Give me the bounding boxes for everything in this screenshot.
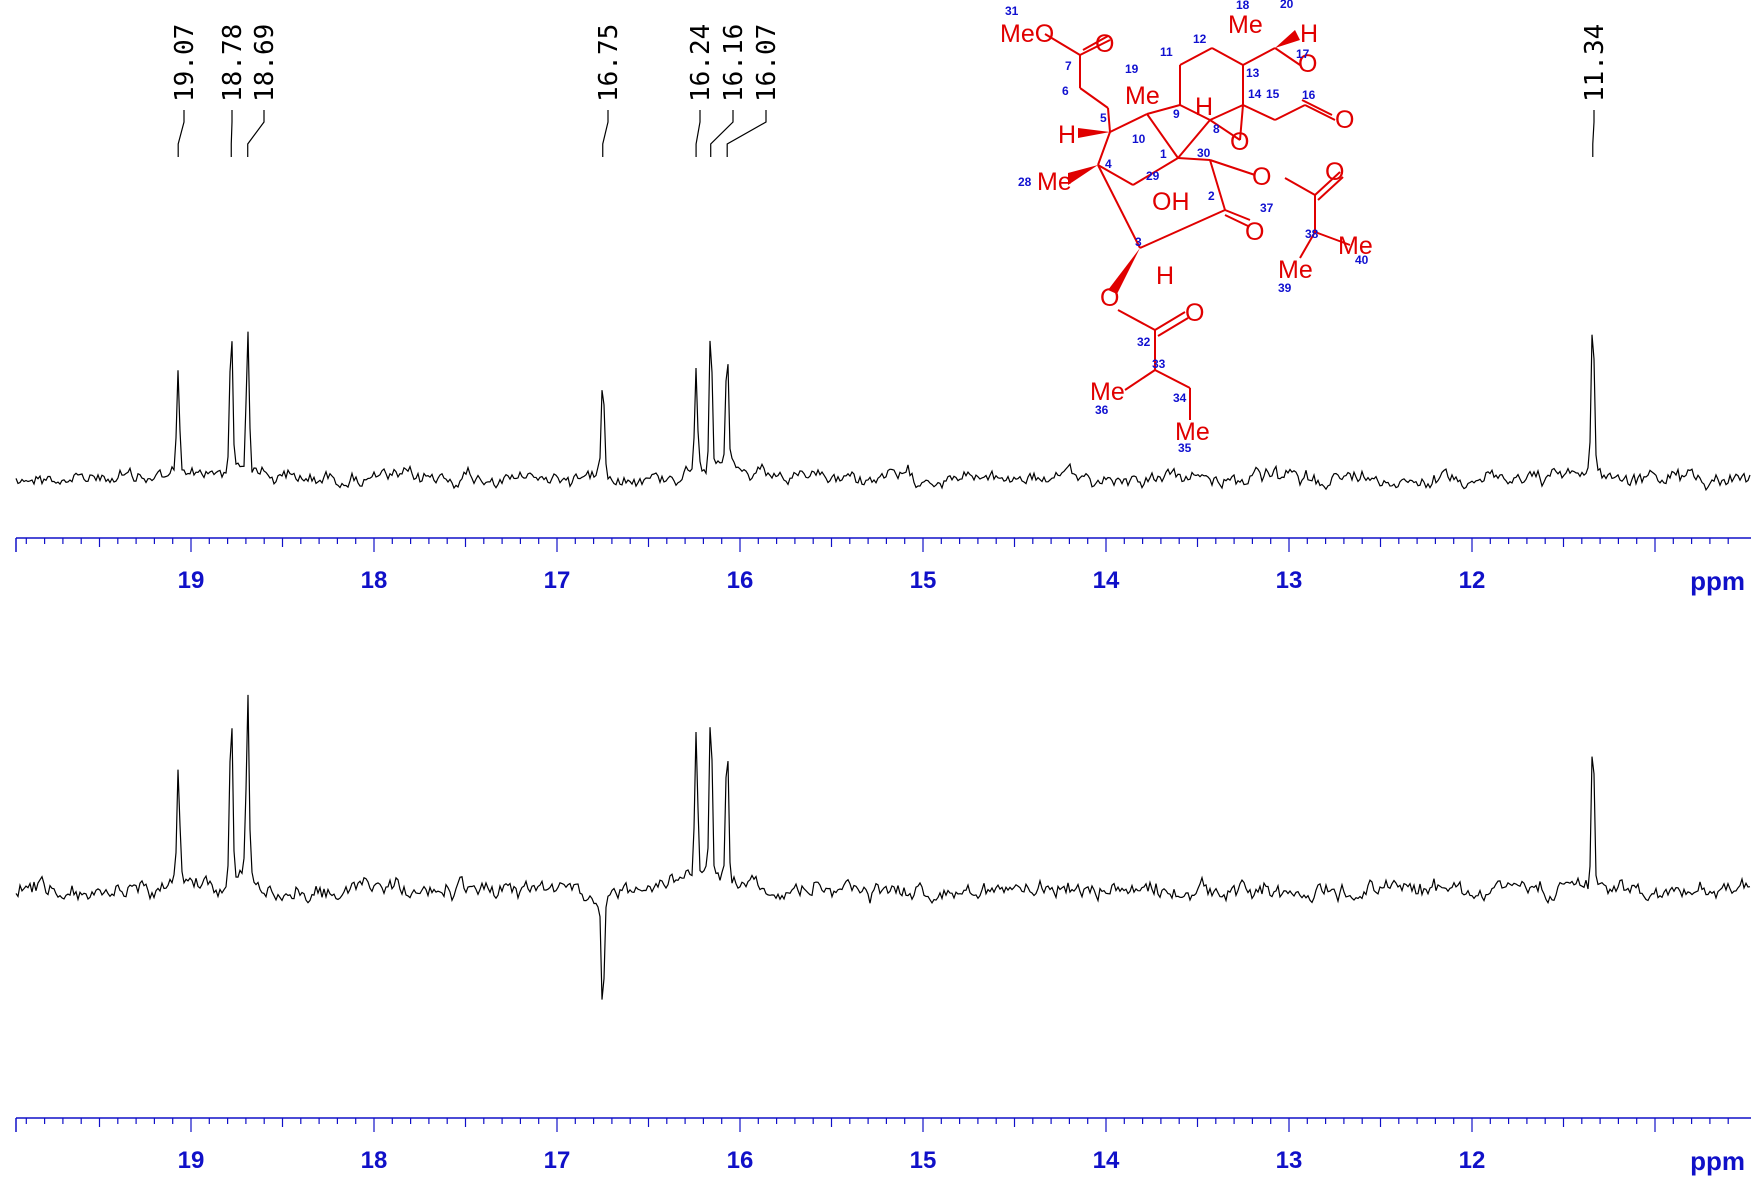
structure-atom: Me [1338, 232, 1373, 260]
tick-label: 19 [178, 1147, 205, 1174]
atom-number: 30 [1197, 146, 1211, 160]
tick-label: 15 [910, 567, 937, 594]
tick-label: 13 [1276, 1147, 1303, 1174]
upper-spectrum-trace [15, 331, 1751, 492]
peak-leader-line [230, 110, 233, 157]
structure-atom: Me [1175, 418, 1210, 446]
structure-atom: O [1252, 163, 1271, 191]
atom-number: 40 [1355, 253, 1369, 267]
atom-number: 10 [1132, 132, 1146, 146]
atom-number: 29 [1146, 169, 1160, 183]
tick-label: 16 [727, 567, 754, 594]
atom-number: 39 [1278, 281, 1292, 295]
atom-number: 16 [1302, 88, 1316, 102]
peak-label: 16.24 [686, 24, 716, 102]
axis-unit-label: ppm [1690, 566, 1745, 596]
tick-label: 13 [1276, 567, 1303, 594]
peak-leader-line [710, 110, 734, 157]
peak-label: 18.78 [218, 24, 248, 102]
atom-number: 37 [1260, 201, 1274, 215]
structure-atom: Me [1090, 378, 1125, 406]
structure-atom: Me [1037, 168, 1072, 196]
structure-atom: H [1195, 93, 1213, 121]
structure-atom: O [1230, 128, 1249, 156]
atom-number: 34 [1173, 391, 1187, 405]
tick-label: 14 [1093, 1147, 1120, 1174]
atom-number: 19 [1125, 62, 1139, 76]
upper-ppm-axis: 19 18 17 16 15 14 13 12 ppm [15, 537, 1751, 596]
atom-number: 12 [1193, 32, 1207, 46]
tick-label: 12 [1459, 567, 1486, 594]
structure-atom: O [1335, 106, 1354, 134]
peak-label: 11.34 [1580, 24, 1610, 102]
structure-atom: O [1325, 158, 1344, 186]
structure-atom: Me [1278, 256, 1313, 284]
peak-label: 16.16 [719, 24, 749, 102]
atom-number: 15 [1266, 87, 1280, 101]
structure-atom: O [1100, 284, 1119, 312]
peak-label: 16.75 [594, 24, 624, 102]
structure-atom: O [1298, 50, 1317, 78]
atom-number: 4 [1105, 157, 1112, 171]
tick-label: 14 [1093, 567, 1120, 594]
atom-number: 38 [1305, 227, 1319, 241]
peak-leader-line [177, 110, 185, 157]
atom-number: 20 [1280, 0, 1294, 11]
atom-number: 35 [1178, 441, 1192, 455]
peak-leader-line [247, 110, 265, 157]
tick-label: 19 [178, 567, 205, 594]
atom-number: 33 [1152, 357, 1166, 371]
tick-label: 17 [544, 1147, 571, 1174]
atom-number: 2 [1208, 189, 1215, 203]
peak-leader-line [1592, 110, 1595, 157]
tick-label: 18 [361, 1147, 388, 1174]
atom-number: 3 [1135, 235, 1142, 249]
structure-atom: Me [1228, 11, 1263, 39]
atom-number: 9 [1173, 107, 1180, 121]
tick-label: 15 [910, 1147, 937, 1174]
axis-unit-label: ppm [1690, 1146, 1745, 1176]
atom-number: 11 [1160, 45, 1173, 59]
atom-number: 31 [1005, 4, 1019, 18]
peak-leader-line [726, 110, 767, 157]
structure-atom: H [1156, 262, 1174, 290]
atom-number: 18 [1236, 0, 1250, 12]
peak-leader-line [695, 110, 701, 157]
tick-label: 17 [544, 567, 571, 594]
tick-label: 12 [1459, 1147, 1486, 1174]
lower-ppm-axis: 19 18 17 16 15 14 13 12 ppm [15, 1117, 1751, 1176]
atom-number: 8 [1213, 122, 1220, 136]
peak-label: 19.07 [170, 24, 200, 102]
lower-spectrum-trace [15, 694, 1751, 1000]
atom-number: 32 [1137, 335, 1151, 349]
peak-label: 16.07 [752, 24, 782, 102]
atom-number: 13 [1246, 66, 1260, 80]
atom-number: 5 [1100, 111, 1107, 125]
atom-number: 28 [1018, 175, 1032, 189]
structure-atom: MeO [1000, 20, 1054, 48]
structure-atom: Me [1125, 82, 1160, 110]
atom-number: 6 [1062, 84, 1069, 98]
structure-atom: O [1095, 30, 1114, 58]
tick-label: 18 [361, 567, 388, 594]
structure-atom: O [1185, 299, 1204, 327]
structure-atom: H [1058, 121, 1076, 149]
atom-number: 1 [1160, 147, 1167, 161]
chemical-structure [1044, 30, 1351, 420]
atom-number: 17 [1296, 47, 1310, 61]
peak-label: 18.69 [250, 24, 280, 102]
structure-atom: O [1245, 218, 1264, 246]
tick-label: 16 [727, 1147, 754, 1174]
peak-labels: 19.07 18.78 18.69 16.75 16.24 16.16 16.07 11.34 [170, 24, 1610, 157]
atom-number: 14 [1248, 87, 1262, 101]
atom-number: 36 [1095, 403, 1109, 417]
structure-atom: H [1300, 20, 1318, 48]
peak-leader-line [602, 110, 609, 157]
atom-number: 7 [1065, 59, 1072, 73]
structure-atom: OH [1152, 188, 1190, 216]
